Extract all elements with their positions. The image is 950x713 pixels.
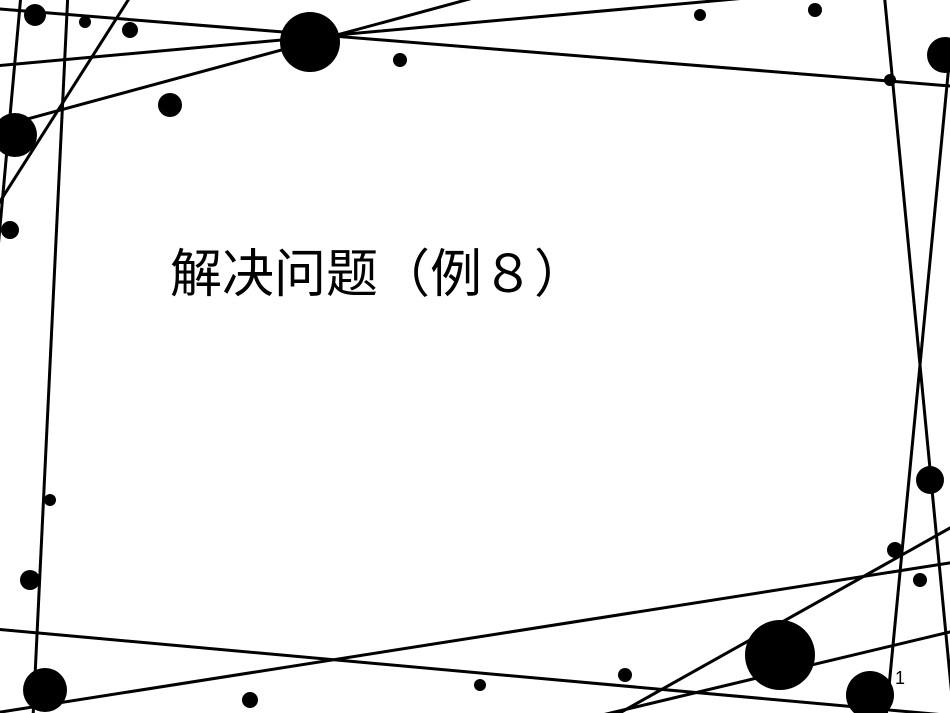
frame-dot — [79, 16, 91, 28]
frame-dot — [808, 3, 822, 17]
frame-line — [880, 0, 950, 713]
frame-dot — [20, 570, 40, 590]
frame-dot — [242, 692, 258, 708]
frame-dot — [618, 668, 632, 682]
decorative-frame — [0, 0, 950, 713]
frame-dot — [280, 12, 340, 72]
frame-dot — [44, 494, 56, 506]
slide-title: 解决问题（例８） — [170, 232, 586, 307]
frame-line — [0, 0, 25, 713]
frame-dot — [927, 37, 950, 73]
frame-dot — [913, 573, 927, 587]
frame-dot — [1, 221, 19, 239]
frame-dot — [393, 53, 407, 67]
frame-dot — [158, 93, 182, 117]
frame-line — [0, 5, 950, 90]
frame-dot — [24, 4, 46, 26]
frame-dot — [846, 671, 894, 713]
frame-dot — [474, 679, 486, 691]
frame-line — [30, 0, 70, 713]
frame-line — [880, 0, 950, 713]
frame-line — [0, 0, 950, 70]
frame-dot — [694, 9, 706, 21]
frame-dot — [887, 542, 903, 558]
frame-dot — [122, 22, 138, 38]
frame-dot — [745, 620, 815, 690]
frame-dot — [884, 74, 896, 86]
frame-dot — [23, 668, 67, 712]
page-number: 1 — [895, 668, 905, 689]
frame-dot — [916, 466, 944, 494]
